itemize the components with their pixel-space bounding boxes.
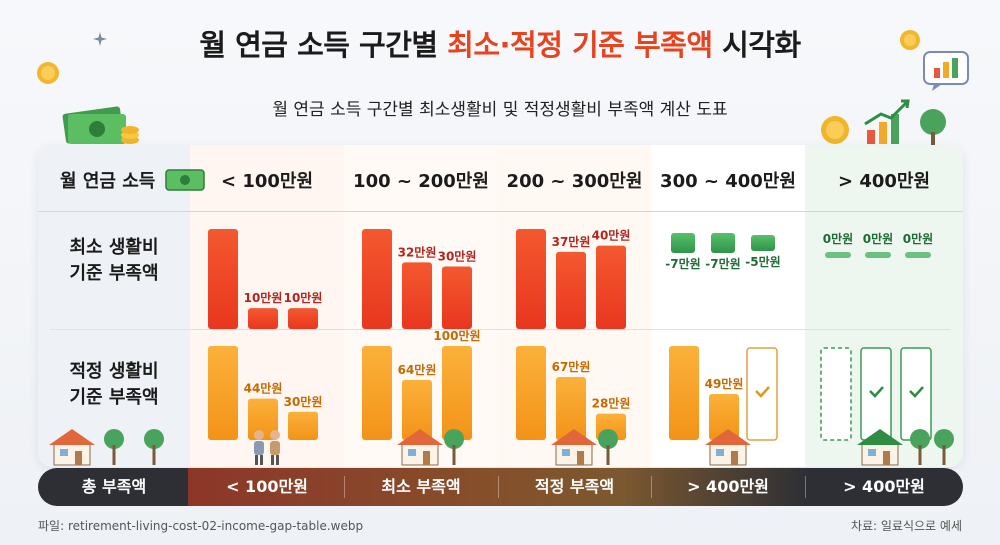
bar-zero [825, 252, 851, 258]
bar-label: 30만원 [284, 394, 323, 409]
bar-label: 67만원 [552, 359, 591, 374]
bar-label: 30만원 [438, 249, 477, 264]
money-icon [165, 169, 205, 191]
bar-reference [362, 346, 392, 440]
bar-reference [669, 346, 699, 440]
bar-reference [516, 229, 546, 329]
growth-chart-icon [821, 99, 946, 146]
check-icon [755, 386, 770, 398]
total-segment: > 400만원 [843, 477, 925, 496]
check-icon [869, 386, 884, 398]
column-header: 200 ~ 300만원 [506, 171, 643, 192]
tree-icon [144, 429, 164, 465]
total-segment: 적정 부족액 [534, 477, 615, 496]
bar [596, 245, 626, 329]
bar [402, 262, 432, 329]
bar [442, 346, 472, 440]
bar-label: 32만원 [398, 244, 437, 259]
sparkle-icon [93, 32, 107, 46]
house-icon [551, 429, 597, 466]
title-highlight: 최소·적정 기준 부족액 [447, 28, 713, 62]
source-caption: 차료: 일료식으로 예세 [850, 519, 962, 533]
title-text: 월 연금 소득 구간별 [199, 28, 448, 62]
tree-icon [444, 429, 464, 465]
bar-reference [208, 229, 238, 329]
column-header: 100 ~ 200만원 [353, 171, 489, 192]
total-segment: < 100만원 [226, 477, 308, 496]
bar [556, 251, 586, 329]
page-subtitle: 월 연금 소득 구간별 최소생활비 및 적정생활비 부족액 계산 도표 [272, 100, 728, 120]
bar-label: 44만원 [244, 381, 283, 396]
bar-label: 64만원 [398, 362, 437, 377]
check-icon [909, 386, 924, 398]
bar-label: 100만원 [433, 328, 480, 343]
label-column [38, 145, 190, 467]
total-segment: 최소 부족액 [381, 477, 461, 496]
bar-label: 28만원 [592, 396, 631, 411]
row-header-label: 월 연금 소득 [60, 171, 156, 192]
house-icon [705, 429, 751, 466]
tree-icon [104, 429, 124, 465]
bar [288, 308, 318, 329]
bar [248, 398, 278, 440]
bar [709, 393, 739, 440]
coin-icon [900, 30, 920, 50]
coin-icon [37, 62, 59, 84]
row-label-min: 최소 생활비 기준 부족액 [69, 237, 159, 284]
file-caption: 파일: retirement-living-cost-02-income-gap… [38, 519, 364, 533]
segment-divider [651, 476, 652, 498]
column-header: > 400만원 [837, 171, 931, 192]
house-icon [397, 429, 443, 466]
bar [288, 411, 318, 440]
bar-label: -7만원 [665, 256, 700, 271]
bar-label: 40만원 [592, 228, 631, 243]
title-text-end: 시각화 [712, 28, 801, 62]
column-header: 300 ~ 400만원 [660, 171, 796, 192]
bar-label: 0만원 [823, 231, 853, 246]
tree-icon [910, 429, 930, 465]
row-divider [38, 211, 963, 212]
money-stack-icon [62, 106, 139, 144]
bar-surplus [711, 233, 735, 253]
bar-label: 49만원 [705, 376, 744, 391]
bar [248, 308, 278, 329]
bar [556, 377, 586, 440]
bar-reference [516, 346, 546, 440]
total-segment: > 400만원 [687, 477, 769, 496]
tree-icon [934, 429, 954, 465]
bar-label: -5만원 [745, 254, 780, 269]
bar-label: 37만원 [552, 234, 591, 249]
gap-glow [188, 468, 808, 506]
couple-icon [254, 430, 280, 465]
total-gap-label: 총 부족액 [81, 477, 147, 496]
total-gap-bar: 총 부족액 < 100만원 최소 부족액 적정 부족액 > 400만원 > 40… [38, 468, 963, 506]
segment-divider [805, 476, 806, 498]
bar-reference [208, 346, 238, 440]
bar-zero [865, 252, 891, 258]
bar-surplus [671, 233, 695, 253]
tree-icon [598, 429, 618, 465]
house-icon [857, 429, 903, 466]
bar-label: 10만원 [284, 290, 323, 305]
chart-bubble-icon [923, 51, 969, 91]
bar-label: -7만원 [705, 256, 740, 271]
segment-divider [498, 476, 499, 498]
house-icon [49, 429, 95, 466]
column-header: < 100만원 [220, 171, 314, 192]
row-label-ideal: 적정 생활비 기준 부족액 [69, 361, 159, 408]
row-divider [50, 329, 950, 330]
bar-reference [362, 229, 392, 329]
bar-placeholder [820, 347, 852, 441]
page-title: 월 연금 소득 구간별 최소·적정 기준 부족액 시각화 [0, 22, 1000, 64]
bar [402, 379, 432, 440]
bar-surplus [751, 235, 775, 251]
gap-table: 월 연금 소득 < 100만원 100 ~ 200만원 200 ~ 300만원 … [38, 145, 963, 467]
bar-label: 0만원 [863, 231, 893, 246]
bar-label: 10만원 [244, 290, 283, 305]
bar [442, 266, 472, 329]
segment-divider [344, 476, 345, 498]
bar-label: 0만원 [903, 231, 933, 246]
bar-zero [905, 252, 931, 258]
